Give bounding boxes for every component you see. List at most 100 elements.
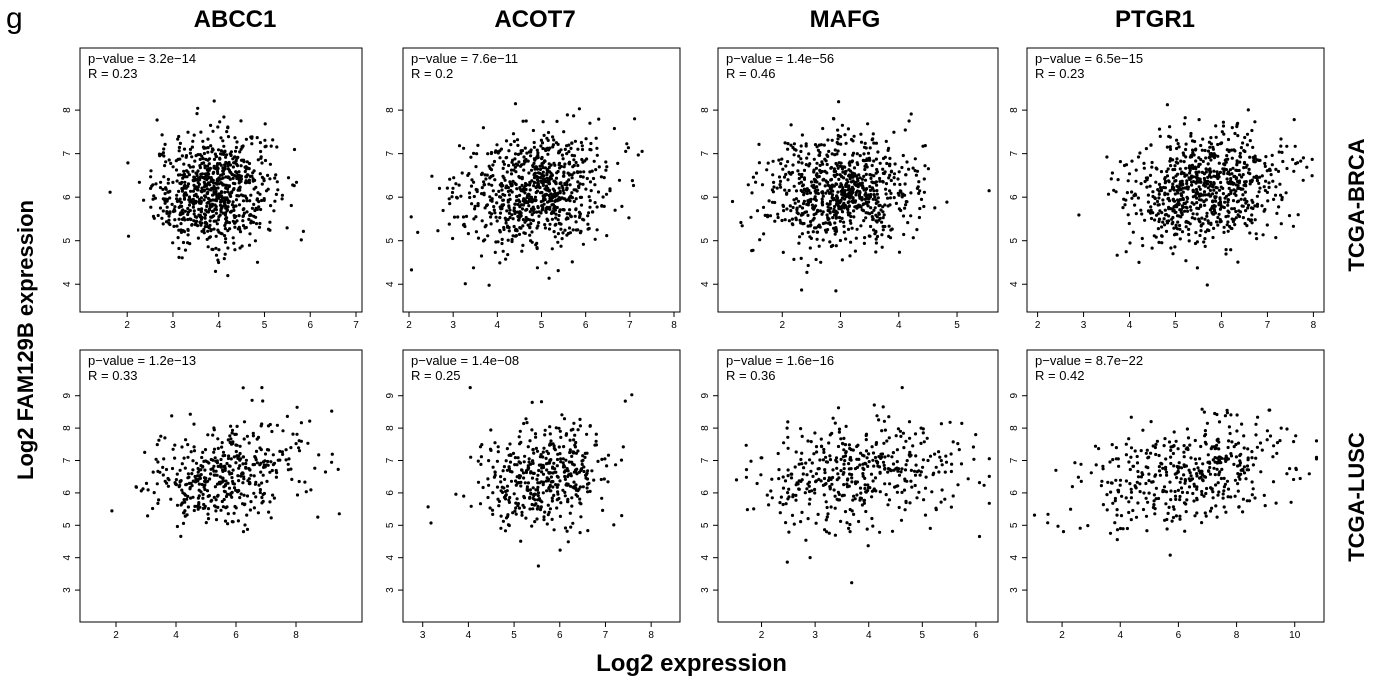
data-point [541,146,545,151]
data-point [596,459,600,463]
data-point [757,161,762,165]
data-point [543,433,547,437]
data-point [1138,151,1142,155]
data-point [495,485,500,489]
data-point [416,230,420,234]
data-point [794,493,798,497]
data-point [576,180,580,184]
data-point [869,206,873,210]
data-point [826,228,830,232]
data-point [523,220,527,224]
data-point [919,441,923,445]
data-point [226,246,230,250]
data-point [195,112,199,116]
data-point [1253,204,1257,208]
data-point [915,169,920,173]
data-point [550,196,555,200]
data-point [831,416,835,420]
data-point [1118,478,1123,482]
data-point [180,217,184,221]
data-point [620,204,624,208]
data-point [1217,212,1221,216]
data-point [1265,169,1269,173]
data-point [802,221,806,226]
data-point [565,216,569,220]
data-point [223,223,227,228]
data-point [183,500,187,504]
data-point [1171,252,1175,256]
data-point [512,206,516,210]
data-point [563,162,567,166]
data-point [205,210,209,214]
data-point [904,463,908,467]
data-point [977,481,982,485]
data-point [1216,223,1220,227]
data-point [1255,158,1259,162]
data-point [207,162,211,166]
data-point [536,491,541,495]
x-tick-label: 7 [603,630,609,641]
data-point [815,145,819,149]
data-point [1206,162,1210,166]
data-point [187,198,191,202]
data-point [1215,515,1219,519]
data-point [559,457,563,461]
data-point [200,172,204,176]
data-point [501,469,505,473]
data-point [568,450,572,455]
data-point [268,470,272,474]
data-point [1212,169,1216,173]
data-point [1227,193,1231,197]
data-point [1211,496,1215,500]
data-point [565,186,569,190]
data-point [868,146,872,150]
data-point [846,127,851,131]
data-point [174,159,178,163]
data-point [800,451,804,455]
data-point [862,241,867,245]
data-point [868,486,872,490]
data-point [565,152,569,156]
data-point [914,173,919,177]
data-point [852,166,857,170]
data-point [242,158,246,162]
data-point [876,150,880,154]
data-point [196,236,200,240]
data-point [1210,154,1214,158]
data-point [473,204,477,208]
data-point [831,468,835,472]
data-point [508,180,512,184]
data-point [771,173,775,177]
data-point [545,468,549,472]
data-point [1246,206,1250,210]
data-point [554,212,558,216]
data-point [939,459,943,463]
data-point [770,496,774,500]
data-point [472,194,476,199]
data-point [777,158,781,162]
data-point [1248,155,1252,159]
data-point [188,147,193,151]
data-point [784,164,788,168]
data-point [833,533,838,537]
data-point [852,215,856,219]
data-point [806,439,810,443]
data-point [205,204,209,208]
data-point [815,210,820,214]
data-point [909,214,913,218]
data-point [1187,239,1191,243]
data-point [224,479,228,483]
data-point [890,455,894,459]
data-point [146,514,150,518]
data-point [1268,434,1273,438]
data-point [595,146,599,150]
data-point [526,159,530,163]
data-point [915,470,919,474]
data-point [535,517,539,521]
data-point [806,224,810,228]
data-point [1157,182,1162,186]
data-point [1222,225,1226,229]
data-point [251,431,255,435]
y-tick-label: 8 [385,425,396,431]
data-point [612,126,617,131]
